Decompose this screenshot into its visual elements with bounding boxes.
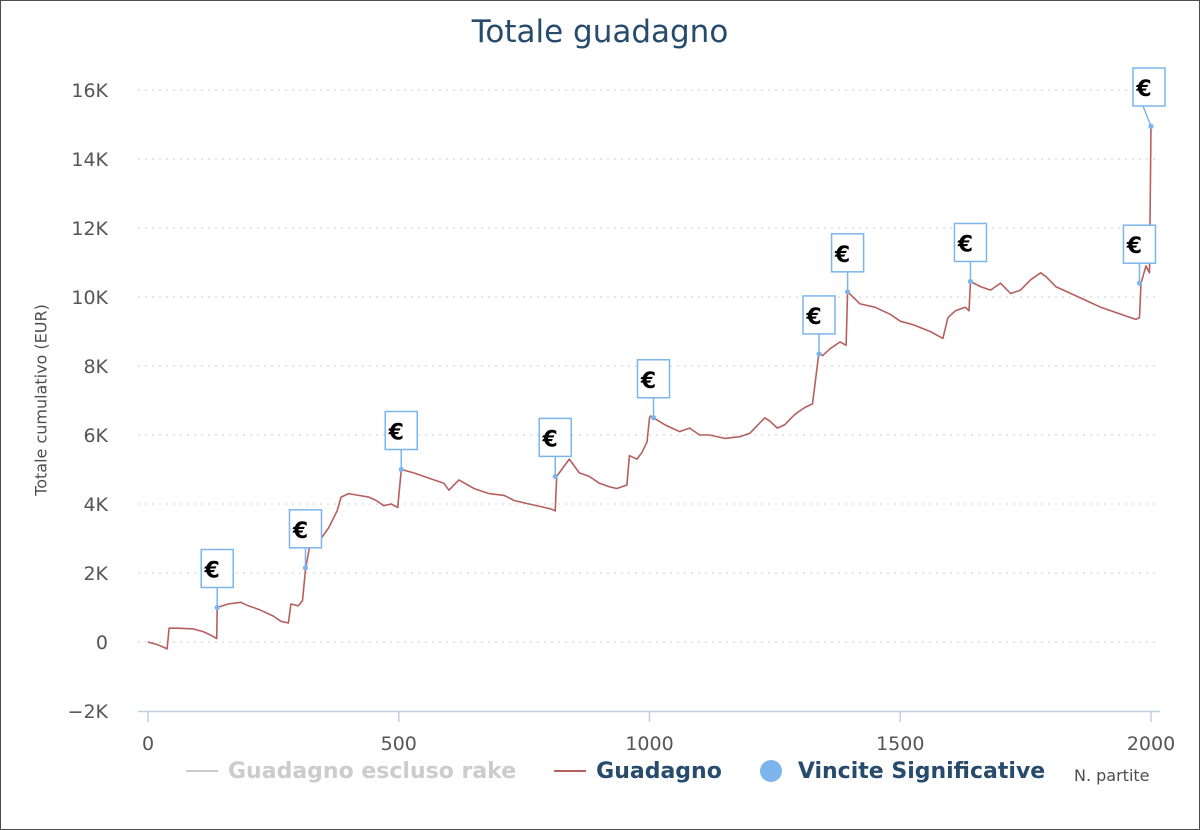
marker-dot <box>302 565 309 571</box>
marker-dot <box>398 466 404 473</box>
marker-connector <box>1142 105 1152 127</box>
legend-item-vincite-significative[interactable]: Vincite Significative <box>759 758 1046 784</box>
euro-icon: € <box>1135 77 1151 102</box>
legend-item-guadagno[interactable]: Guadagno <box>554 759 722 784</box>
legend-label: Vincite Significative <box>797 758 1046 784</box>
markers-layer: € € € € € € € € € € <box>200 67 1166 611</box>
y-tick-label: 0 <box>96 632 108 654</box>
vincita-significativa-marker: € <box>384 410 419 473</box>
marker-box <box>636 359 671 399</box>
axes <box>138 710 1160 722</box>
vincita-significativa-marker: € <box>802 295 836 357</box>
marker-dot <box>967 278 974 285</box>
euro-icon: € <box>204 559 220 584</box>
y-tick-labels: −2K 0 2K 4K 6K 8K 10K 12K 14K 16K <box>68 80 109 723</box>
x-tick-label: 0 <box>142 733 154 755</box>
vincita-significativa-marker: € <box>1132 67 1166 129</box>
marker-box <box>538 417 572 458</box>
legend-dot-icon <box>759 760 782 782</box>
legend: Guadagno escluso rake Guadagno Vincite S… <box>186 756 1083 786</box>
marker-box <box>953 222 988 263</box>
marker-dot <box>844 289 851 295</box>
legend-label: Guadagno <box>596 758 722 784</box>
y-tick-label: 8K <box>83 356 108 378</box>
vincita-significativa-marker: € <box>636 359 671 421</box>
legend-item-guadagno-escluso-rake[interactable]: Guadagno escluso rake <box>186 759 516 784</box>
marker-dot <box>1136 280 1143 286</box>
vincita-significativa-marker: € <box>538 417 572 479</box>
marker-box <box>200 548 234 589</box>
marker-dot <box>816 351 822 357</box>
x-tick-label: 1000 <box>625 733 673 755</box>
euro-icon: € <box>640 369 656 394</box>
marker-box <box>384 410 419 451</box>
marker-dot <box>552 473 558 479</box>
y-tick-label: −2K <box>68 701 109 723</box>
y-tick-label: 4K <box>83 494 108 516</box>
y-axis-label: Totale cumulativo (EUR) <box>31 304 51 496</box>
y-tick-label: 12K <box>71 218 108 240</box>
y-tick-label: 16K <box>71 80 108 102</box>
marker-box <box>288 509 323 549</box>
x-tick-label: 2000 <box>1127 733 1175 755</box>
euro-icon: € <box>805 305 821 330</box>
marker-dot <box>650 415 657 421</box>
series-line-guadagno <box>147 124 1152 650</box>
marker-box <box>802 295 836 335</box>
x-tick-labels: 0 500 1000 1500 2000 <box>142 733 1175 755</box>
vincita-significativa-marker: € <box>1122 224 1157 286</box>
y-tick-label: 2K <box>83 563 108 585</box>
x-axis-label: N. partite <box>1074 766 1150 785</box>
y-tick-label: 10K <box>71 287 108 309</box>
marker-dot <box>1148 123 1154 129</box>
y-tick-label: 6K <box>83 425 108 447</box>
legend-label: Guadagno escluso rake <box>228 758 517 784</box>
marker-box <box>1122 224 1157 264</box>
euro-icon: € <box>542 427 558 452</box>
vincita-significativa-marker: € <box>200 548 234 611</box>
marker-box <box>1132 67 1166 107</box>
euro-icon: € <box>388 421 404 446</box>
legend-line-icon <box>554 770 587 772</box>
marker-dot <box>214 604 220 611</box>
legend-line-icon <box>186 770 218 772</box>
euro-icon: € <box>834 243 850 268</box>
euro-icon: € <box>1126 234 1142 259</box>
euro-icon: € <box>292 519 308 544</box>
chart-title: Totale guadagno <box>471 14 729 50</box>
x-tick-label: 1500 <box>876 733 924 755</box>
y-tick-label: 14K <box>71 149 108 171</box>
series-layer <box>147 124 1152 650</box>
vincita-significativa-marker: € <box>288 509 323 571</box>
vincita-significativa-marker: € <box>830 233 865 295</box>
marker-box <box>830 233 865 273</box>
vincita-significativa-marker: € <box>953 222 988 285</box>
x-tick-label: 500 <box>381 733 417 755</box>
euro-icon: € <box>957 232 973 257</box>
